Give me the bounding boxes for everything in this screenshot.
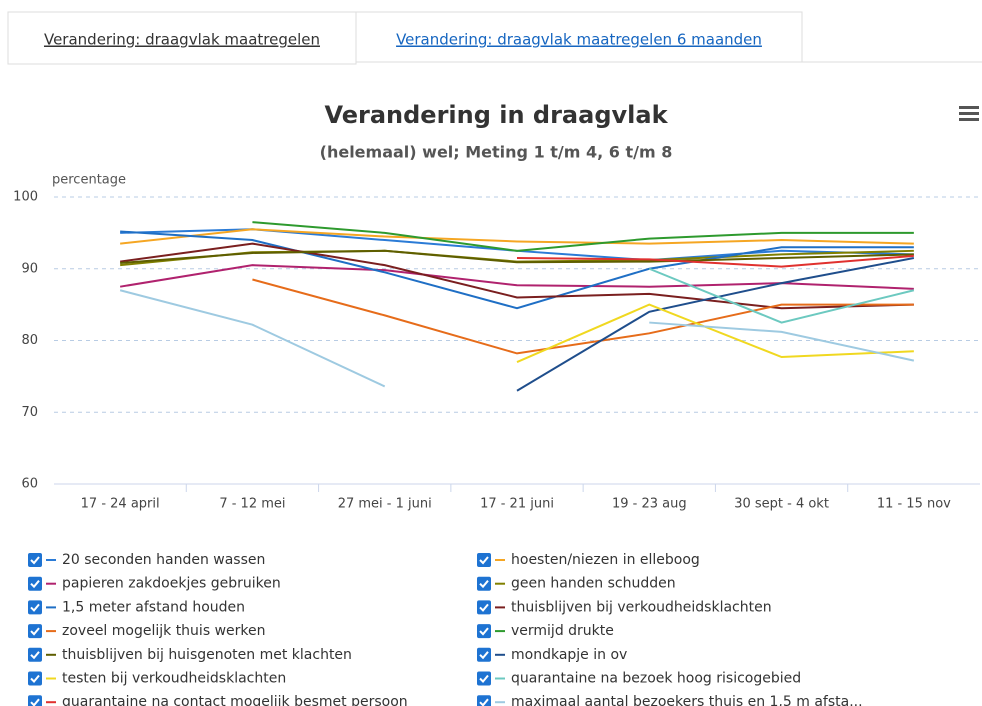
menu-bar[interactable] bbox=[959, 106, 979, 109]
x-tick-label: 19 - 23 aug bbox=[612, 497, 687, 512]
legend-label: geen handen schudden bbox=[511, 576, 676, 592]
tab-active[interactable] bbox=[7, 11, 357, 65]
checkmark bbox=[30, 556, 40, 565]
x-tick-label: 17 - 21 juni bbox=[480, 497, 554, 512]
legend-label: zoveel mogelijk thuis werken bbox=[62, 623, 265, 639]
legend-item[interactable]: 20 seconden handen wassen bbox=[28, 552, 265, 568]
legend-item[interactable]: thuisblijven bij huisgenoten met klachte… bbox=[28, 647, 352, 663]
checkmark bbox=[479, 603, 489, 612]
legend-label: mondkapje in ov bbox=[511, 647, 627, 663]
y-tick-label: 70 bbox=[21, 405, 38, 420]
checkmark bbox=[479, 674, 489, 683]
checkbox[interactable] bbox=[477, 600, 491, 615]
series-line bbox=[120, 230, 914, 310]
legend-item[interactable]: maximaal aantal bezoekers thuis en 1,5 m… bbox=[477, 694, 863, 706]
series-line bbox=[252, 221, 914, 252]
legend-item[interactable]: geen handen schudden bbox=[477, 576, 676, 592]
legend-item[interactable]: 1,5 meter afstand houden bbox=[28, 599, 245, 615]
series-line bbox=[119, 289, 915, 388]
checkbox[interactable] bbox=[28, 624, 42, 639]
checkmark bbox=[30, 698, 40, 706]
legend-item[interactable]: thuisblijven bij verkoudheidsklachten bbox=[477, 599, 772, 615]
tab-label[interactable]: Verandering: draagvlak maatregelen 6 maa… bbox=[396, 31, 762, 49]
menu-bar[interactable] bbox=[959, 112, 979, 115]
x-tick-label: 11 - 15 nov bbox=[877, 497, 951, 512]
tab-label[interactable]: Verandering: draagvlak maatregelen bbox=[44, 31, 320, 49]
legend-item[interactable]: mondkapje in ov bbox=[477, 647, 627, 663]
legend-label: quarantaine na bezoek hoog risicogebied bbox=[511, 671, 801, 687]
legend-item[interactable]: quarantaine na contact mogelijk besmet p… bbox=[28, 694, 408, 706]
series-line bbox=[120, 242, 914, 310]
checkbox[interactable] bbox=[28, 647, 42, 662]
checkbox[interactable] bbox=[28, 553, 42, 567]
legend-label: 20 seconden handen wassen bbox=[62, 552, 265, 568]
checkmark bbox=[479, 627, 489, 636]
legend-label: testen bij verkoudheidsklachten bbox=[62, 671, 286, 687]
checkmark bbox=[30, 674, 40, 683]
checkmark bbox=[30, 627, 40, 636]
menu-icon[interactable] bbox=[959, 106, 979, 121]
checkbox[interactable] bbox=[28, 671, 42, 686]
x-tick-label: 7 - 12 mei bbox=[219, 497, 285, 512]
legend-item[interactable]: vermijd drukte bbox=[477, 623, 614, 639]
menu-bar[interactable] bbox=[959, 118, 979, 121]
x-tick-label: 30 sept - 4 okt bbox=[734, 497, 829, 512]
x-tick-label: 27 mei - 1 juni bbox=[338, 497, 432, 512]
checkbox[interactable] bbox=[477, 553, 491, 567]
checkmark bbox=[30, 603, 40, 612]
checkmark bbox=[479, 580, 489, 589]
checkbox[interactable] bbox=[477, 671, 491, 686]
checkbox[interactable] bbox=[477, 576, 491, 591]
checkmark bbox=[479, 556, 489, 565]
tab[interactable] bbox=[355, 11, 803, 63]
checkbox[interactable] bbox=[28, 600, 42, 615]
legend-label: quarantaine na contact mogelijk besmet p… bbox=[62, 694, 408, 706]
checkbox[interactable] bbox=[477, 647, 491, 662]
y-tick-label: 100 bbox=[13, 190, 38, 205]
y-axis-label: percentage bbox=[52, 173, 126, 188]
legend-label: papieren zakdoekjes gebruiken bbox=[62, 576, 281, 592]
legend-item[interactable]: quarantaine na bezoek hoog risicogebied bbox=[477, 671, 801, 687]
series-line bbox=[516, 254, 914, 268]
legend-label: hoesten/niezen in elleboog bbox=[511, 552, 700, 568]
x-tick-label: 17 - 24 april bbox=[81, 497, 160, 512]
legend-item[interactable]: zoveel mogelijk thuis werken bbox=[28, 623, 265, 639]
checkbox[interactable] bbox=[28, 576, 42, 591]
series-line bbox=[252, 278, 914, 355]
series-line bbox=[516, 303, 914, 363]
legend-item[interactable]: papieren zakdoekjes gebruiken bbox=[28, 576, 281, 592]
legend-label: thuisblijven bij huisgenoten met klachte… bbox=[62, 647, 352, 663]
series-line bbox=[516, 257, 915, 392]
legend-label: 1,5 meter afstand houden bbox=[62, 599, 245, 615]
series-line bbox=[120, 228, 914, 245]
y-tick-label: 60 bbox=[21, 477, 38, 492]
y-tick-label: 90 bbox=[21, 261, 38, 276]
y-tick-label: 80 bbox=[21, 333, 38, 348]
legend-item[interactable]: testen bij verkoudheidsklachten bbox=[28, 671, 286, 687]
checkmark bbox=[30, 580, 40, 589]
chart-title: Verandering in draagvlak bbox=[324, 101, 668, 129]
series-line bbox=[120, 249, 914, 265]
legend-label: vermijd drukte bbox=[511, 623, 614, 639]
checkbox[interactable] bbox=[477, 624, 491, 639]
legend-label: thuisblijven bij verkoudheidsklachten bbox=[511, 599, 772, 615]
checkmark bbox=[30, 651, 40, 660]
checkmark bbox=[479, 698, 489, 706]
checkmark bbox=[479, 651, 489, 660]
legend-label: maximaal aantal bezoekers thuis en 1,5 m… bbox=[511, 694, 863, 706]
series-line bbox=[648, 267, 915, 324]
legend-item[interactable]: hoesten/niezen in elleboog bbox=[477, 552, 700, 568]
chart-subtitle: (helemaal) wel; Meting 1 t/m 4, 6 t/m 8 bbox=[320, 143, 673, 162]
